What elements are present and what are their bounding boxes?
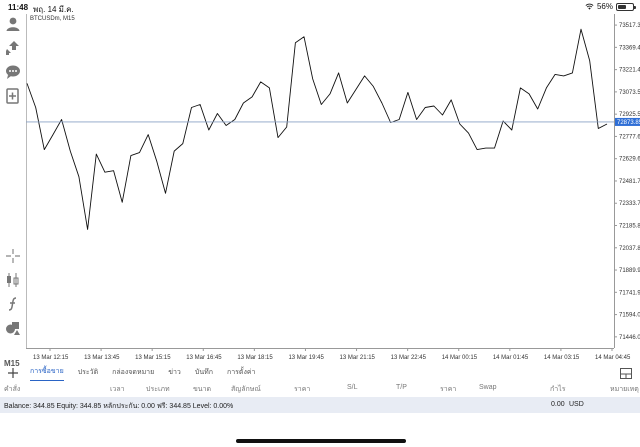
- tab-4[interactable]: บันทึก: [194, 368, 213, 376]
- y-tick-label: 72481.70: [619, 179, 640, 185]
- battery-level: [618, 4, 626, 9]
- y-tick-label: 72925.55: [619, 112, 640, 118]
- add-icon[interactable]: [7, 366, 19, 378]
- column-header-2: ประเภท: [146, 386, 170, 393]
- x-tick-label: 13 Mar 12:15: [33, 355, 69, 361]
- x-tick-label: 13 Mar 16:45: [186, 355, 222, 361]
- y-tick-label: 71446.05: [619, 335, 640, 341]
- timeframe-label[interactable]: M15: [4, 359, 20, 368]
- status-time: 11:48: [8, 3, 29, 12]
- status-bar: 11:48 พฤ. 14 มี.ค. 56%: [0, 0, 640, 14]
- indicator-icon[interactable]: [5, 296, 21, 312]
- chart-symbol-label: BTCUSDm, M15: [30, 16, 75, 22]
- current-price-tag: [615, 117, 640, 126]
- column-header-8: ราคา: [440, 386, 457, 393]
- column-header-5: ราคา: [294, 386, 311, 393]
- balance-profit: 0.00: [551, 401, 565, 408]
- y-tick-label: 72333.75: [619, 201, 640, 207]
- left-toolbar: M15: [0, 14, 26, 368]
- bottom-tabs: การซื้อขาย ประวัติ กล่องจดหมาย ข่าว บันทึก กา…: [30, 363, 256, 381]
- wifi-icon: [585, 3, 594, 10]
- x-tick-label: 13 Mar 15:15: [135, 355, 171, 361]
- tab-5[interactable]: การตั้งค่า: [226, 368, 256, 376]
- balance-row: Balance: 344.85 Equity: 344.85 หลักประกั…: [0, 397, 640, 413]
- current-price-label: 72873.85: [617, 120, 640, 126]
- battery-percent: 56%: [596, 2, 613, 11]
- x-tick-label: 14 Mar 00:15: [442, 355, 478, 361]
- column-header-3: ขนาด: [193, 386, 212, 393]
- layout-icon[interactable]: [620, 366, 632, 379]
- y-tick-label: 72629.65: [619, 157, 640, 163]
- balance-currency: USD: [569, 401, 584, 408]
- crosshair-icon[interactable]: [5, 248, 21, 264]
- y-tick-label: 71594.00: [619, 313, 640, 319]
- objects-icon[interactable]: [5, 320, 21, 336]
- chat-icon[interactable]: [5, 64, 21, 80]
- x-tick-label: 14 Mar 04:45: [595, 355, 631, 361]
- battery-icon: [616, 2, 636, 11]
- y-tick-label: 73221.45: [619, 68, 640, 74]
- column-header-0: คำสั่ง: [4, 386, 21, 393]
- y-tick-label: 73369.40: [619, 45, 640, 51]
- y-tick-label: 73517.35: [619, 23, 640, 29]
- balance-text: Balance: 344.85 Equity: 344.85 หลักประกั…: [4, 403, 234, 410]
- column-header-7: T/P: [396, 384, 407, 391]
- column-header-4: สัญลักษณ์: [231, 386, 261, 393]
- x-tick-label: 13 Mar 22:45: [391, 355, 427, 361]
- price-chart[interactable]: 73517.35 73369.40 73221.45 73073.50 72925.55…: [26, 14, 640, 364]
- price-line-series-0: [26, 28, 608, 230]
- tab-2[interactable]: กล่องจดหมาย: [112, 368, 155, 376]
- home-indicator[interactable]: [236, 439, 406, 443]
- tab-3[interactable]: ข่าว: [168, 368, 181, 376]
- y-tick-label: 71741.95: [619, 290, 640, 296]
- column-header-1: เวลา: [110, 386, 125, 393]
- chart-area[interactable]: 73517.35 73369.40 73221.45 73073.50 72925.55…: [26, 14, 640, 364]
- status-right: 56%: [585, 2, 636, 11]
- account-icon[interactable]: [5, 16, 21, 32]
- tab-0[interactable]: การซื้อขาย: [30, 363, 64, 381]
- y-tick-label: 71889.90: [619, 268, 640, 274]
- x-tick-label: 14 Mar 01:45: [493, 355, 529, 361]
- x-tick-label: 13 Mar 18:15: [237, 355, 273, 361]
- x-tick-label: 13 Mar 19:45: [288, 355, 324, 361]
- status-date: พฤ. 14 มี.ค.: [33, 5, 74, 14]
- candles-icon[interactable]: [5, 272, 21, 288]
- column-header-11: หมายเหตุ: [610, 386, 639, 393]
- x-tick-label: 13 Mar 21:15: [340, 355, 376, 361]
- trade-icon[interactable]: [5, 40, 21, 56]
- column-header-9: Swap: [479, 384, 497, 391]
- x-tick-label: 13 Mar 13:45: [84, 355, 120, 361]
- y-tick-label: 72777.60: [619, 134, 640, 140]
- x-tick-label: 14 Mar 03:15: [544, 355, 580, 361]
- trade-columns-header: คำสั่ง เวลา ประเภท ขนาด สัญลักษณ์ ราคา S/L T/P ร…: [0, 381, 640, 395]
- new-order-icon[interactable]: [5, 88, 21, 104]
- y-tick-label: 72037.85: [619, 246, 640, 252]
- column-header-6: S/L: [347, 384, 358, 391]
- tab-1[interactable]: ประวัติ: [77, 368, 99, 376]
- column-header-10: กำไร: [550, 386, 566, 393]
- y-tick-label: 73073.50: [619, 90, 640, 96]
- y-tick-label: 72185.80: [619, 224, 640, 230]
